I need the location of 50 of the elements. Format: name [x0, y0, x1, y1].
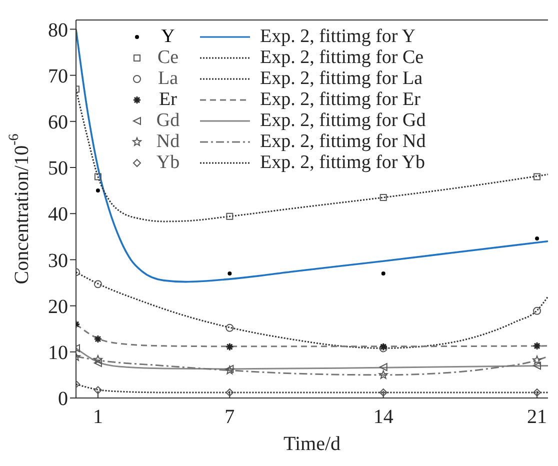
legend-label: Exp. 2, fittimg for Y: [260, 26, 416, 47]
point: [534, 173, 541, 180]
legend-label: Exp. 2, fittimg for Nd: [260, 131, 426, 152]
legend-label: Exp. 2, fittimg for Gd: [260, 110, 426, 131]
legend-label: Ce: [156, 47, 180, 68]
legend-label: Exp. 2, fittimg for Ce: [260, 47, 424, 68]
y-tick-label: 30: [48, 250, 68, 272]
point: [533, 306, 542, 315]
point: [378, 370, 388, 379]
point: [94, 358, 102, 367]
point: [94, 280, 102, 288]
point: [226, 388, 234, 396]
legend-label: Yb: [155, 152, 181, 173]
line-series: [76, 28, 548, 283]
y-tick-label: 10: [48, 342, 68, 364]
point: [532, 356, 542, 364]
point: [533, 362, 542, 370]
point: [533, 388, 542, 396]
legend-label: Er: [158, 89, 178, 110]
point: [381, 272, 386, 276]
point: [94, 173, 102, 180]
y-tick-label: 60: [48, 112, 68, 134]
y-tick-label: 50: [48, 158, 68, 180]
legend-label: Gd: [155, 110, 181, 131]
y-tick-label: 20: [48, 296, 68, 318]
point: [379, 363, 388, 372]
point: [96, 188, 100, 193]
legend-label: La: [156, 68, 180, 89]
legend-label: Nd: [155, 131, 181, 152]
point: [380, 194, 387, 201]
legend-label: Exp. 2, fittimg for Er: [260, 89, 420, 110]
x-tick-label: 21: [527, 406, 548, 428]
y-tick-label: 80: [48, 19, 68, 42]
point: [535, 236, 540, 240]
y-tick-label: 70: [48, 65, 68, 88]
x-tick-label: 7: [224, 406, 235, 428]
point: [228, 272, 232, 276]
point: [226, 324, 234, 332]
legend-label: Exp. 2, fittimg for La: [260, 68, 423, 89]
y-tick-label: 40: [48, 204, 68, 226]
legend-label: Exp. 2, fittimg for Yb: [260, 152, 425, 173]
point: [94, 386, 102, 394]
point: [379, 388, 388, 396]
point: [226, 212, 234, 220]
x-axis-title: Time/d: [283, 433, 341, 455]
x-tick-label: 1: [92, 406, 103, 428]
y-tick-label: 0: [58, 388, 68, 410]
point: [93, 355, 102, 364]
legend-label: Y: [160, 26, 176, 47]
x-tick-label: 14: [373, 406, 394, 428]
